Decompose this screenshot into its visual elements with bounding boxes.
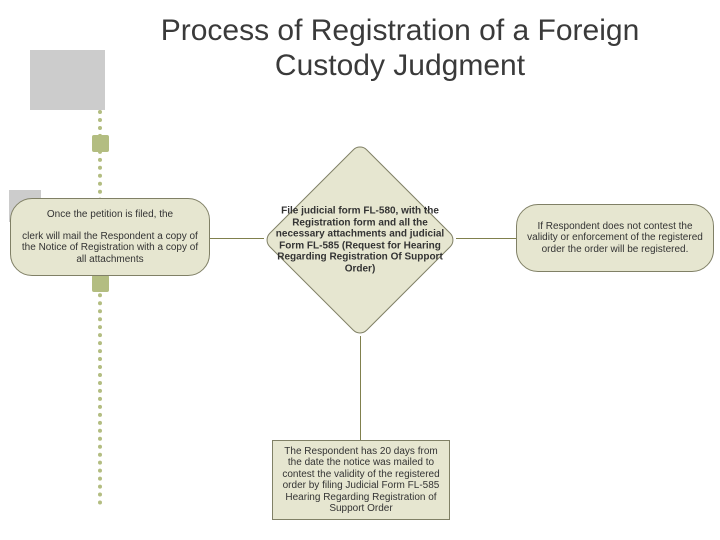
bottom-node-text: The Respondent has 20 days from the date… <box>281 446 441 515</box>
left-node-text: Once the petition is filed, the clerk wi… <box>19 209 201 265</box>
left-node-line1: Once the petition is filed, the <box>19 209 201 221</box>
left-node-line2: clerk will mail the Respondent a copy of… <box>19 231 201 266</box>
right-node: If Respondent does not contest the valid… <box>516 204 714 272</box>
decor-dotted-line <box>98 110 102 505</box>
diamond-text: File judicial form FL-580, with the Regi… <box>275 206 445 275</box>
decor-square-large <box>30 50 105 110</box>
left-node: Once the petition is filed, the clerk wi… <box>10 198 210 276</box>
bottom-node: The Respondent has 20 days from the date… <box>272 440 450 520</box>
connector <box>210 238 264 239</box>
decor-bullet <box>92 135 109 152</box>
decor-bullet <box>92 275 109 292</box>
center-diamond: File judicial form FL-580, with the Regi… <box>262 142 458 338</box>
connector <box>456 238 516 239</box>
page-title: Process of Registration of a Foreign Cus… <box>120 14 680 83</box>
right-node-text: If Respondent does not contest the valid… <box>525 221 705 256</box>
connector <box>360 336 361 440</box>
